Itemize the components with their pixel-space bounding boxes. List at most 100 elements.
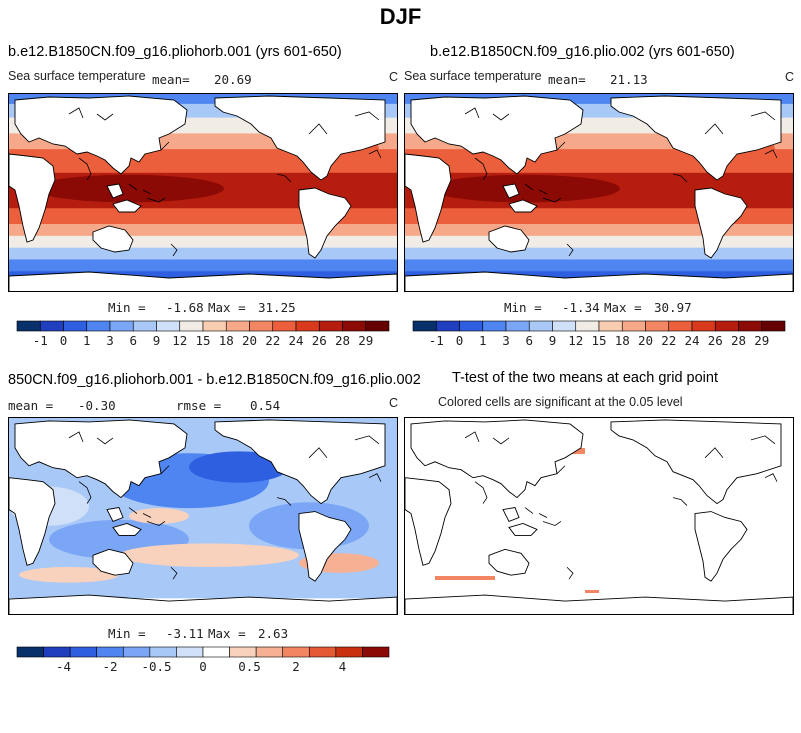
colorbar-tick-label: 29 (754, 333, 769, 348)
colorbar-swatch (412, 320, 437, 332)
colorbar-swatch (621, 320, 646, 332)
panel3-min-label: Min = (108, 626, 146, 641)
panel3-map (8, 417, 398, 615)
colorbar-swatch (202, 646, 230, 658)
panel1-variable: Sea surface temperature (8, 69, 146, 83)
figure-title: DJF (379, 4, 422, 29)
panel3-rmse-label: rmse = (176, 398, 222, 413)
colorbar-swatch (528, 320, 553, 332)
colorbar-tick-label: 28 (335, 333, 350, 348)
colorbar-swatch (69, 646, 98, 658)
colorbar-swatch (335, 646, 363, 658)
colorbar-tick-label: 3 (502, 333, 510, 348)
colorbar-swatch (714, 320, 739, 332)
colorbar-tick-label: -4 (56, 659, 71, 674)
colorbar-swatch (249, 320, 274, 332)
colorbar-tick-label: 0.5 (238, 659, 261, 674)
colorbar-tick-label: 9 (549, 333, 557, 348)
panel2-map (404, 93, 794, 292)
colorbar-tick-label: 4 (339, 659, 347, 674)
colorbar-tick-label: 22 (265, 333, 280, 348)
panel2-min: -1.34 (562, 300, 600, 315)
colorbar-tick-label: 6 (129, 333, 137, 348)
panel3-colorbar: -4 -2 -0.5 0 0.5 2 4 (16, 646, 390, 674)
colorbar-tick-label: 26 (312, 333, 327, 348)
colorbar-swatch (575, 320, 600, 332)
colorbar-tick-label: 18 (615, 333, 630, 348)
panel2-title: b.e12.B1850CN.f09_g16.plio.002 (yrs 601-… (430, 44, 735, 60)
colorbar-tick-label: -2 (102, 659, 117, 674)
colorbar-tick-label: 22 (661, 333, 676, 348)
colorbar-swatch (16, 320, 41, 332)
panel1-max-label: Max = (208, 300, 246, 315)
colorbar-swatch (156, 320, 181, 332)
colorbar-swatch (39, 320, 64, 332)
panel3-min: -3.11 (166, 626, 204, 641)
colorbar-tick-label: 3 (106, 333, 114, 348)
panel2-min-label: Min = (504, 300, 542, 315)
panel1-units: C (389, 70, 399, 84)
panel3-mean: -0.30 (78, 398, 116, 413)
panel3-units: C (389, 396, 399, 410)
panel4-title: T-test of the two means at each grid poi… (452, 370, 718, 386)
panel3-max: 2.63 (258, 626, 289, 641)
colorbar-swatch (122, 646, 151, 658)
colorbar-swatch (225, 320, 250, 332)
colorbar-swatch (362, 646, 390, 658)
panel2-max-label: Max = (604, 300, 642, 315)
colorbar-tick-label: -0.5 (141, 659, 171, 674)
colorbar-tick-label: 0 (456, 333, 464, 348)
panel1-colorbar: -1 0 1 3 6 9 12 15 18 20 22 24 26 28 29 (16, 320, 390, 348)
colorbar-swatch (86, 320, 111, 332)
colorbar-tick-label: 9 (153, 333, 161, 348)
colorbar-tick-label: 0 (199, 659, 207, 674)
colorbar-tick-label: 1 (83, 333, 91, 348)
panel3-max-label: Max = (208, 626, 246, 641)
colorbar-swatch (459, 320, 484, 332)
colorbar-swatch (342, 320, 367, 332)
colorbar-tick-label: 24 (684, 333, 699, 348)
panel3-title: 850CN.f09_g16.pliohorb.001 - b.e12.B1850… (8, 372, 421, 388)
colorbar-swatch (229, 646, 257, 658)
colorbar-tick-label: 26 (708, 333, 723, 348)
panel1-mean: 20.69 (214, 72, 252, 87)
panel1-min-label: Min = (108, 300, 146, 315)
colorbar-swatch (645, 320, 670, 332)
colorbar-swatch (435, 320, 460, 332)
colorbar-swatch (308, 646, 337, 658)
colorbar-swatch (295, 320, 320, 332)
panel2-colorbar: -1 0 1 3 6 9 12 15 18 20 22 24 26 28 29 (412, 320, 786, 348)
colorbar-swatch (668, 320, 693, 332)
panel2-mean: 21.13 (610, 72, 648, 87)
panel1-min: -1.68 (166, 300, 204, 315)
colorbar-tick-label: 20 (242, 333, 257, 348)
colorbar-swatch (109, 320, 134, 332)
colorbar-tick-label: 12 (172, 333, 187, 348)
panel1-map (8, 93, 398, 292)
panel3-rmse: 0.54 (250, 398, 281, 413)
colorbar-tick-label: 15 (195, 333, 210, 348)
colorbar-swatch (179, 320, 204, 332)
colorbar-tick-label: 6 (525, 333, 533, 348)
panel4-map (404, 417, 794, 615)
panel1-mean-label: mean= (152, 72, 190, 87)
panel1-title: b.e12.B1850CN.f09_g16.pliohorb.001 (yrs … (8, 44, 342, 60)
colorbar-swatch (598, 320, 623, 332)
panel1-max: 31.25 (258, 300, 296, 315)
panel2-mean-label: mean= (548, 72, 586, 87)
colorbar-swatch (738, 320, 763, 332)
colorbar-swatch (282, 646, 310, 658)
colorbar-tick-label: 15 (591, 333, 606, 348)
colorbar-swatch (43, 646, 71, 658)
colorbar-swatch (482, 320, 507, 332)
colorbar-tick-label: 24 (288, 333, 303, 348)
colorbar-tick-label: -1 (33, 333, 48, 348)
colorbar-tick-label: 18 (219, 333, 234, 348)
panel3-mean-label: mean = (8, 398, 54, 413)
colorbar-tick-label: 2 (292, 659, 300, 674)
colorbar-swatch (176, 646, 204, 658)
colorbar-swatch (96, 646, 124, 658)
colorbar-tick-label: 20 (638, 333, 653, 348)
colorbar-swatch (691, 320, 716, 332)
colorbar-tick-label: 0 (60, 333, 68, 348)
